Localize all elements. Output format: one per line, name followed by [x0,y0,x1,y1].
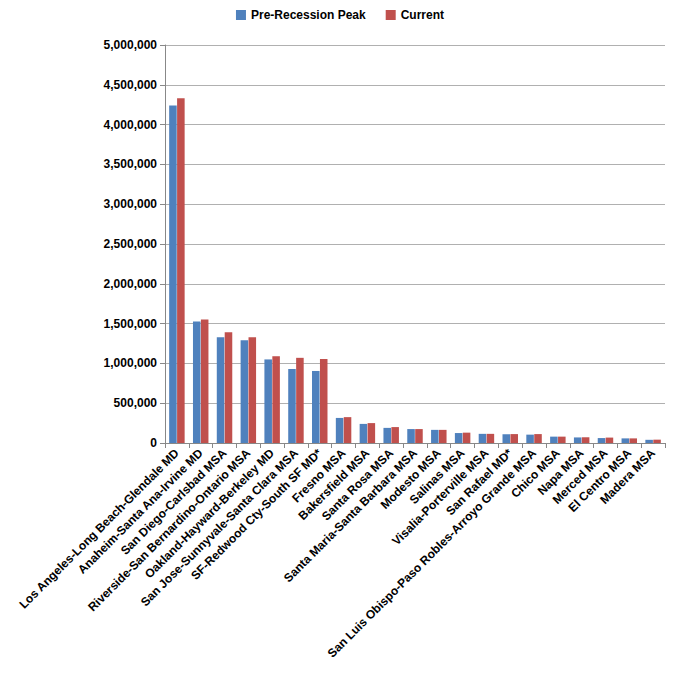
svg-text:Modesto MSA: Modesto MSA [377,446,444,512]
svg-text:Anaheim-Santa Ana-Irvine MD: Anaheim-Santa Ana-Irvine MD [75,446,206,577]
svg-text:San Jose-Sunnyvale-Santa Clara: San Jose-Sunnyvale-Santa Clara MSA [138,446,301,609]
svg-text:5,000,000: 5,000,000 [104,38,158,52]
svg-text:4,500,000: 4,500,000 [104,78,158,92]
svg-text:0: 0 [150,436,157,450]
svg-text:500,000: 500,000 [114,396,158,410]
svg-text:2,000,000: 2,000,000 [104,277,158,291]
svg-text:Oakland-Hayward-Berkeley MD: Oakland-Hayward-Berkeley MD [141,446,278,582]
svg-text:3,000,000: 3,000,000 [104,197,158,211]
svg-text:1,000,000: 1,000,000 [104,356,158,370]
svg-text:San Diego-Carlsbad MSA: San Diego-Carlsbad MSA [117,446,230,558]
svg-text:Napa MSA: Napa MSA [534,446,587,498]
svg-text:Fresno MSA: Fresno MSA [289,446,349,506]
svg-text:Visalia-Porterville MSA: Visalia-Porterville MSA [389,446,491,548]
svg-text:Los Angeles-Long Beach-Glendal: Los Angeles-Long Beach-Glendale MD [16,446,182,612]
svg-text:Bakersfield MSA: Bakersfield MSA [295,446,373,523]
svg-text:San Luis Obispo-Paso Robles-Ar: San Luis Obispo-Paso Robles-Arroyo Grand… [325,446,539,660]
svg-text:Current: Current [401,8,444,22]
svg-text:4,000,000: 4,000,000 [104,118,158,132]
svg-text:1,500,000: 1,500,000 [104,317,158,331]
svg-text:Madera MSA: Madera MSA [597,446,658,507]
svg-text:Chico MSA: Chico MSA [508,446,563,501]
svg-text:Merced MSA: Merced MSA [549,446,611,507]
svg-text:3,500,000: 3,500,000 [104,157,158,171]
svg-text:Riverside-San Bernardino-Ontar: Riverside-San Bernardino-Ontario MSA [85,446,253,614]
svg-text:Pre-Recession Peak: Pre-Recession Peak [251,8,366,22]
svg-text:2,500,000: 2,500,000 [104,237,158,251]
svg-text:Santa Rosa MSA: Santa Rosa MSA [318,446,397,524]
svg-text:El Centro MSA: El Centro MSA [565,446,635,515]
svg-text:Santa Maria-Santa Barbara MSA: Santa Maria-Santa Barbara MSA [281,446,420,585]
svg-text:Salinas MSA: Salinas MSA [406,446,468,507]
svg-text:San Rafael MD*: San Rafael MD* [443,446,516,519]
svg-text:SF-Redwood Cty-South SF MD*: SF-Redwood Cty-South SF MD* [188,446,325,583]
